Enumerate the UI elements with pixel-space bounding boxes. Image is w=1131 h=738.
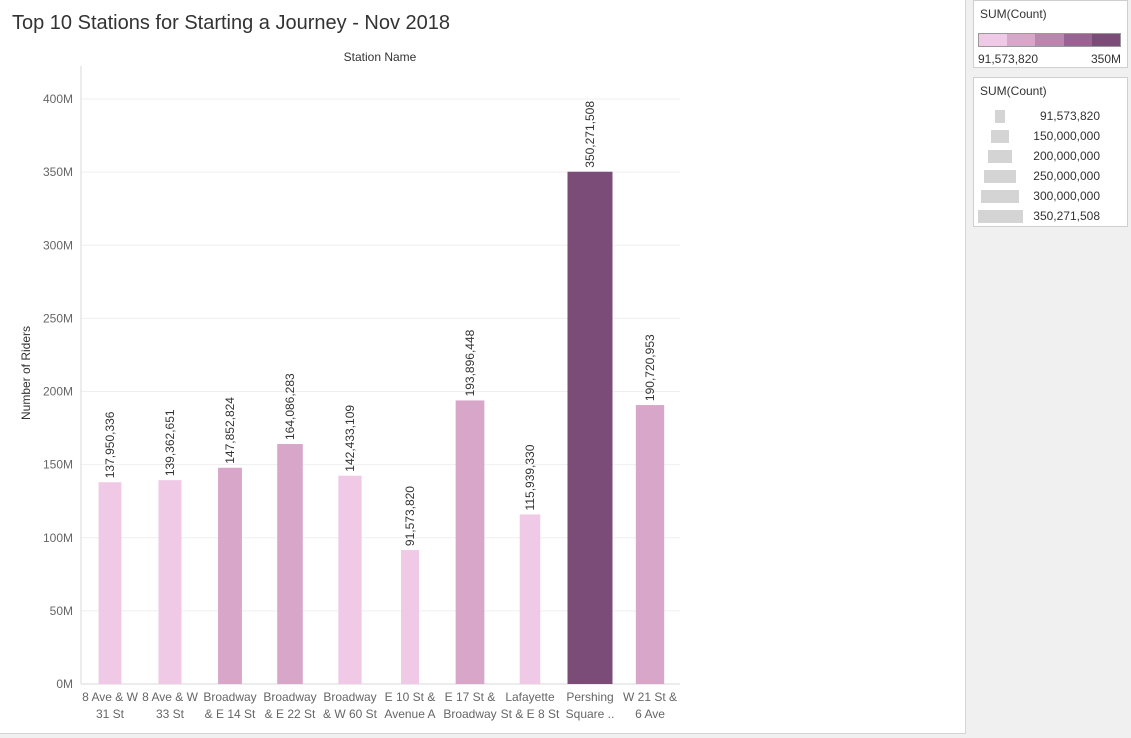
size-legend-label: 150,000,000 [1033,129,1100,143]
color-ramp-step [979,34,1008,46]
category-label: 8 Ave & W [142,690,198,704]
category-label: 6 Ave [635,707,665,721]
y-tick-label: 400M [43,92,73,106]
y-tick-label: 50M [50,604,73,618]
size-legend-item: 300,000,000 [974,186,1127,206]
x-axis-title: Station Name [344,50,417,64]
category-label: Avenue A [384,707,435,721]
category-label: & E 14 St [205,707,256,721]
size-legend-label: 200,000,000 [1033,149,1100,163]
y-axis-ticks: 0M 50M 100M 150M 200M 250M 300M 350M 400M [43,92,73,691]
size-swatch [977,210,1023,223]
size-legend-item: 91,573,820 [974,106,1127,126]
bar[interactable] [519,514,541,684]
y-axis-title: Number of Riders [19,326,33,420]
data-label: 115,939,330 [523,444,537,510]
color-ramp-step [1007,34,1036,46]
bar[interactable] [455,400,485,684]
category-label: E 17 St & [445,690,496,704]
category-label: St & E 8 St [501,707,560,721]
size-legend-item: 150,000,000 [974,126,1127,146]
size-legend-label: 250,000,000 [1033,169,1100,183]
category-label: E 10 St & [385,690,436,704]
y-tick-label: 0M [56,677,73,691]
category-label: Lafayette [505,690,555,704]
bar[interactable] [98,482,122,684]
bar[interactable] [218,467,242,684]
size-legend[interactable]: SUM(Count) 91,573,820 150,000,000 200,000,… [973,77,1128,227]
data-label: 139,362,651 [163,409,177,476]
category-label: 8 Ave & W [82,690,138,704]
bar-chart: Station Name Number of Riders 0M 50M 100M 1… [19,50,680,721]
category-label: & W 60 St [323,707,378,721]
bar[interactable] [277,444,303,684]
color-legend[interactable]: SUM(Count) 91,573,820 350M [973,0,1128,68]
data-label: 190,720,953 [643,334,657,401]
category-label: Pershing [566,690,613,704]
color-ramp-step [1063,34,1092,46]
color-ramp-step [1091,34,1121,46]
color-legend-max: 350M [1090,52,1121,66]
chart-pane: Top 10 Stations for Starting a Journey -… [0,0,966,734]
bar[interactable] [338,475,362,684]
bar[interactable] [635,405,665,684]
y-tick-label: 150M [43,458,73,472]
size-legend-item: 350,271,508 [974,206,1127,226]
data-label: 142,433,109 [343,405,357,472]
data-label: 193,896,448 [463,329,477,396]
data-labels: 137,950,336 139,362,651 147,852,824 164,086… [103,101,657,546]
data-label: 91,573,820 [403,486,417,546]
size-swatch [991,130,1009,143]
size-legend-item: 200,000,000 [974,146,1127,166]
chart-title: Top 10 Stations for Starting a Journey -… [12,12,451,34]
data-label: 147,852,824 [223,397,237,464]
category-labels: 8 Ave & W 31 St 8 Ave & W 33 St Broadway & E … [82,690,677,721]
category-label: Square .. [566,707,615,721]
bar[interactable] [401,550,419,684]
category-label: 31 St [96,707,125,721]
y-tick-label: 250M [43,311,73,325]
data-label: 350,271,508 [583,101,597,168]
color-legend-min: 91,573,820 [978,52,1039,66]
data-label: 164,086,283 [283,373,297,440]
bars [98,171,665,685]
category-label: Broadway [203,690,256,704]
size-legend-label: 300,000,000 [1033,189,1100,203]
size-legend-title: SUM(Count) [980,84,1047,98]
data-label: 137,950,336 [103,411,117,478]
category-label: Broadway [443,707,496,721]
category-label: Broadway [323,690,376,704]
size-legend-label: 91,573,820 [1039,109,1100,123]
color-legend-title: SUM(Count) [980,7,1047,21]
color-ramp-step [1035,34,1064,46]
category-label: & E 22 St [265,707,316,721]
size-legend-label: 350,271,508 [1033,209,1100,223]
bar[interactable] [567,171,613,685]
y-tick-label: 300M [43,238,73,252]
category-label: Broadway [263,690,316,704]
size-swatch [984,170,1016,183]
y-tick-label: 100M [43,531,73,545]
size-swatch [980,190,1020,203]
category-label: W 21 St & [623,690,677,704]
size-swatch [995,110,1005,123]
category-label: 33 St [156,707,185,721]
color-ramp [978,33,1121,47]
bar[interactable] [158,480,182,684]
size-legend-item: 250,000,000 [974,166,1127,186]
y-tick-label: 200M [43,385,73,399]
y-tick-label: 350M [43,165,73,179]
size-swatch [987,150,1013,163]
